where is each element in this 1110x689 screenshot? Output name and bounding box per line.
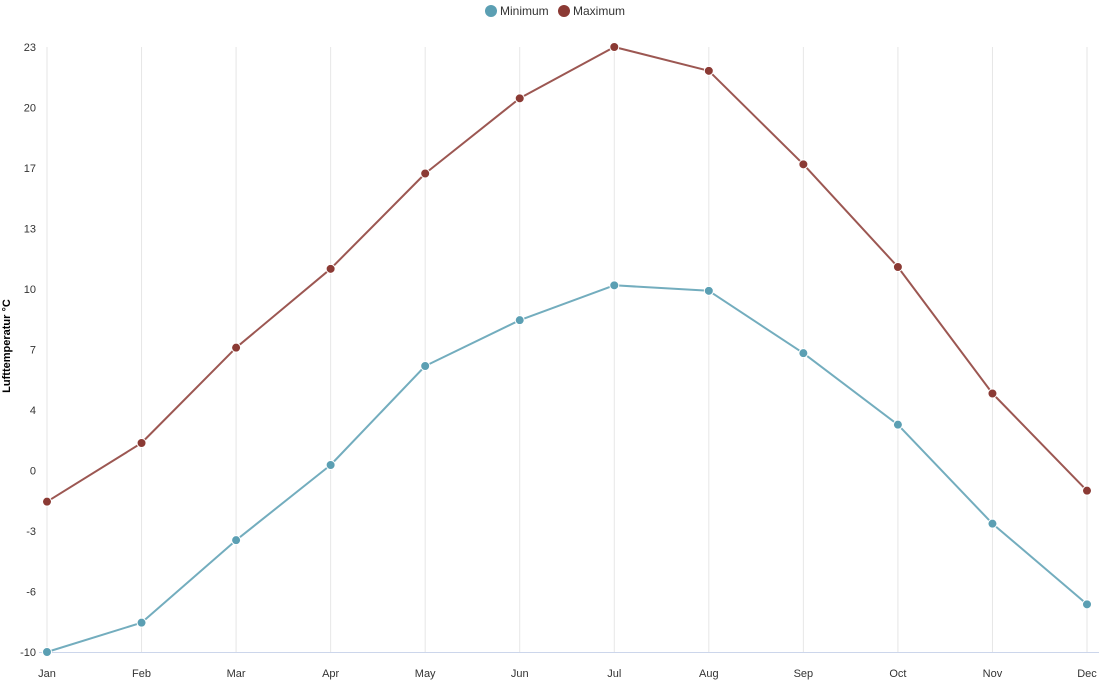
- axes: Jan Feb Mar Apr May Jun Jul Aug Sep Oct Nov Dec -10 -…: [20, 42, 1099, 680]
- data-point-maximum[interactable]: [892, 262, 903, 272]
- x-tick-label: Oct: [889, 668, 906, 680]
- y-tick-label: 20: [24, 103, 36, 115]
- x-tick-label: Aug: [699, 668, 719, 680]
- y-tick-label: -10: [20, 647, 36, 659]
- data-point-minimum[interactable]: [136, 617, 147, 628]
- y-tick-label: -3: [26, 526, 36, 538]
- data-point-maximum[interactable]: [514, 93, 525, 104]
- x-tick-label: Dec: [1077, 668, 1097, 680]
- gridlines: [46, 47, 1088, 652]
- legend-swatch-minimum: [484, 5, 497, 17]
- legend-item-minimum[interactable]: Minimum: [484, 4, 549, 18]
- y-tick-label: 10: [24, 284, 36, 296]
- x-tick-label: May: [415, 668, 436, 680]
- data-point-minimum[interactable]: [703, 285, 714, 296]
- legend-label-maximum: Maximum: [573, 4, 626, 18]
- y-tick-label: -6: [26, 587, 36, 599]
- legend-label-minimum: Minimum: [499, 4, 549, 18]
- data-point-minimum[interactable]: [42, 647, 52, 657]
- series-line-minimum: [46, 284, 1088, 653]
- legend-swatch-maximum: [558, 5, 570, 17]
- data-point-minimum[interactable]: [987, 518, 998, 529]
- data-point-minimum[interactable]: [1082, 599, 1092, 610]
- x-tick-label: Nov: [983, 668, 1003, 680]
- data-point-minimum[interactable]: [420, 361, 431, 371]
- data-point-minimum[interactable]: [609, 280, 620, 291]
- data-point-maximum[interactable]: [609, 42, 620, 52]
- data-point-minimum[interactable]: [892, 419, 903, 430]
- data-point-maximum[interactable]: [420, 168, 431, 179]
- y-tick-label: 0: [30, 466, 36, 478]
- x-tick-label: Mar: [227, 668, 246, 680]
- x-tick-label: Apr: [322, 668, 339, 680]
- series-layer: [42, 42, 1092, 657]
- x-tick-label: Jun: [511, 668, 529, 680]
- y-axis-title: Lufttemperatur °C: [1, 299, 13, 393]
- y-tick-label: 17: [24, 163, 36, 175]
- x-tick-label: Sep: [794, 668, 814, 680]
- data-point-maximum[interactable]: [798, 159, 809, 170]
- y-tick-label: 13: [24, 224, 36, 236]
- series-line-maximum: [46, 46, 1088, 503]
- x-tick-label: Feb: [132, 668, 151, 680]
- data-point-minimum[interactable]: [325, 460, 336, 470]
- y-tick-label: 4: [30, 405, 36, 417]
- data-point-maximum[interactable]: [42, 496, 52, 507]
- data-point-maximum[interactable]: [703, 65, 714, 76]
- data-point-maximum[interactable]: [231, 342, 242, 353]
- y-tick-label: 23: [24, 42, 36, 54]
- data-point-maximum[interactable]: [325, 263, 336, 274]
- data-point-minimum[interactable]: [798, 348, 809, 359]
- legend-item-maximum[interactable]: Maximum: [558, 4, 625, 18]
- y-tick-label: 7: [30, 345, 36, 357]
- data-point-minimum[interactable]: [231, 535, 242, 546]
- x-tick-label: Jul: [607, 668, 621, 680]
- data-point-maximum[interactable]: [987, 388, 998, 399]
- data-point-maximum[interactable]: [136, 438, 147, 448]
- data-point-maximum[interactable]: [1082, 485, 1092, 496]
- data-point-minimum[interactable]: [514, 315, 525, 326]
- x-tick-label: Jan: [38, 668, 56, 680]
- chart-legend: Minimum Maximum: [0, 4, 1110, 20]
